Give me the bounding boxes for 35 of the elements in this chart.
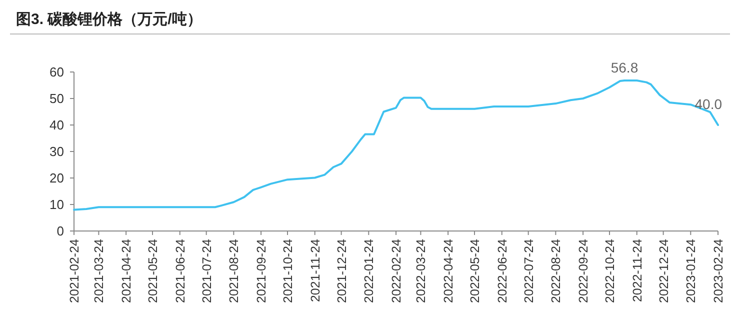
- x-tick-label: 2022-07-24: [522, 238, 536, 303]
- y-tick-label: 0: [56, 224, 64, 238]
- x-tick-label: 2021-04-24: [120, 238, 134, 303]
- x-tick-label: 2022-12-24: [656, 238, 671, 303]
- y-tick-label: 60: [50, 64, 64, 80]
- x-tick-label: 2021-08-24: [227, 238, 242, 303]
- x-tick-label: 2022-08-24: [549, 238, 564, 303]
- y-tick-label: 50: [50, 91, 64, 106]
- x-tick-label: 2021-06-24: [173, 238, 188, 303]
- x-tick-label: 2021-11-24: [308, 238, 322, 302]
- x-tick-label: 2022-06-24: [495, 238, 510, 303]
- x-tick-label: 2021-03-24: [92, 238, 106, 303]
- x-tick-label: 2021-10-24: [280, 238, 295, 303]
- x-tick-label: 2023-02-24: [712, 238, 726, 303]
- title: 图3. 碳酸锂价格（万元/吨）: [16, 11, 202, 28]
- x-tick-label: 2021-09-24: [254, 238, 269, 303]
- x-tick-label: 2022-11-24: [630, 238, 644, 302]
- x-tick-label: 2022-03-24: [414, 238, 428, 303]
- x-tick-label: 2021-12-24: [334, 238, 349, 303]
- x-tick-label: 2023-01-24: [684, 238, 698, 303]
- x-tick-label: 2022-05-24: [468, 238, 482, 303]
- x-tick-label: 2022-04-24: [442, 238, 456, 303]
- y-tick-label: 10: [50, 197, 64, 212]
- y-tick-label: 20: [50, 170, 64, 186]
- x-tick-label: 2021-02-24: [68, 238, 82, 303]
- x-tick-label: 2021-07-24: [200, 238, 214, 303]
- x-tick-label: 2022-10-24: [602, 238, 617, 303]
- x-tick-label: 2021-05-24: [146, 238, 160, 303]
- y-tick-label: 40: [50, 118, 64, 132]
- x-tick-label: 2022-01-24: [362, 238, 376, 303]
- annotation: 40.0: [694, 96, 722, 112]
- x-tick-label: 2022-02-24: [390, 238, 404, 303]
- y-tick-label: 30: [50, 144, 64, 159]
- annotation: 56.8: [610, 59, 638, 76]
- x-tick-label: 2022-09-24: [576, 238, 591, 303]
